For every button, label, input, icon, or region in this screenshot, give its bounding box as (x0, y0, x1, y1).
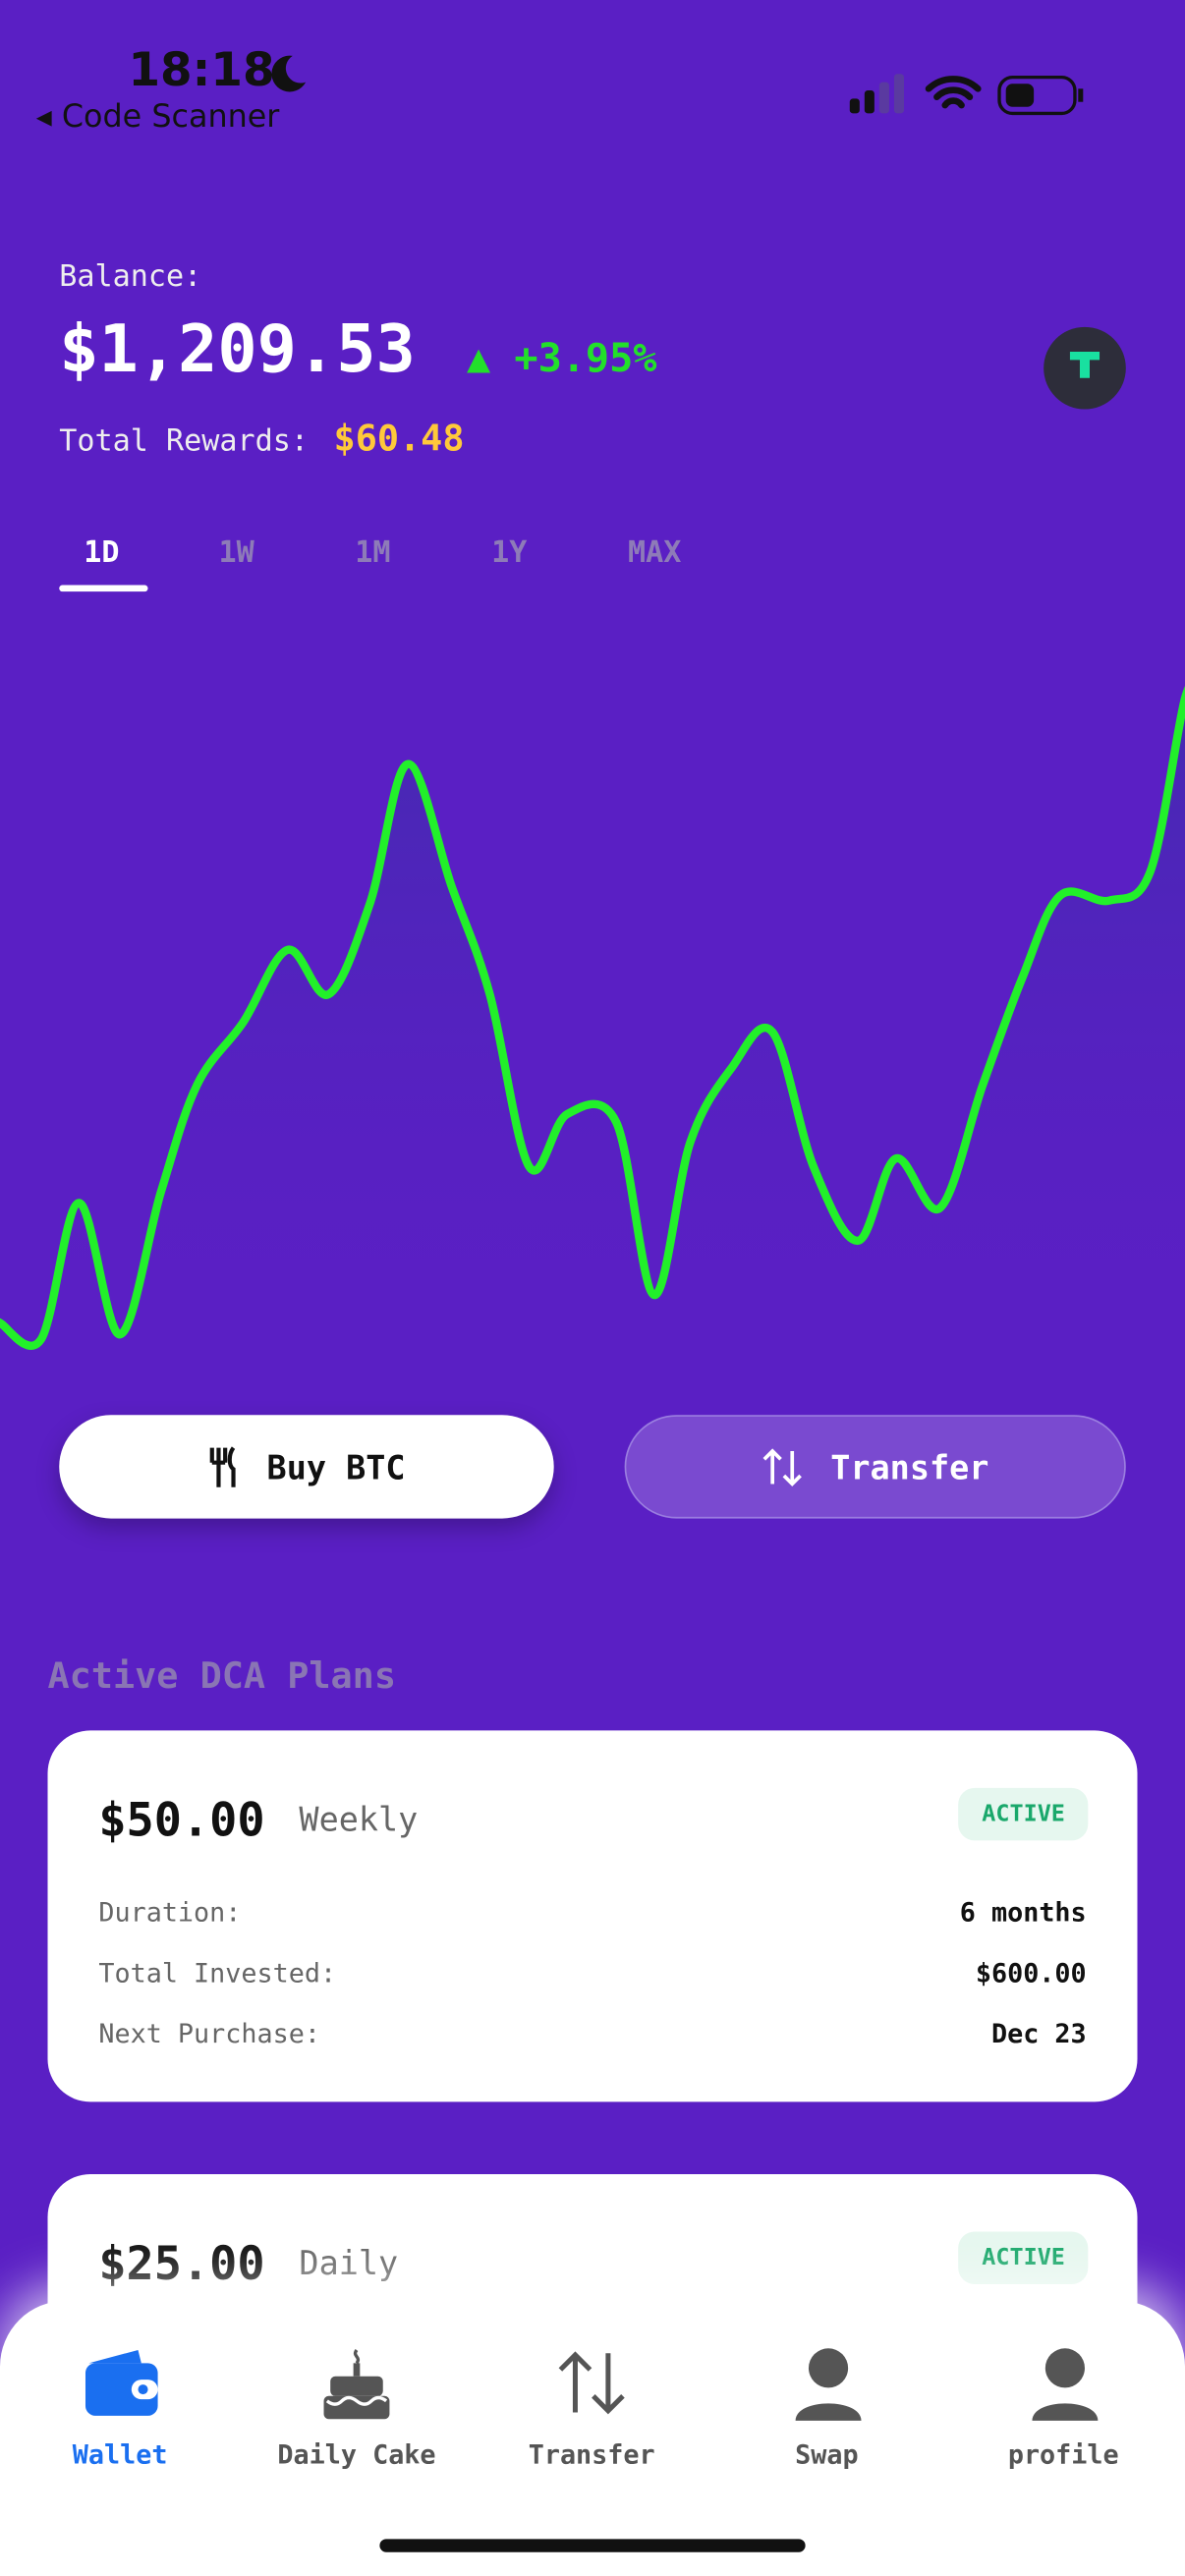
nav-item[interactable]: profile (1007, 2438, 1119, 2471)
change-value: +3.95% (514, 335, 657, 382)
row-value: 6 months (959, 1896, 1087, 1929)
plan-status: ACTIVE (958, 2231, 1089, 2285)
moon-icon (271, 55, 307, 92)
plan-amount: $25.00 (98, 2236, 265, 2291)
row-label: Total Invested: (98, 1957, 337, 1988)
wallet-icon (85, 2349, 158, 2416)
transfer-label[interactable]: Transfer (830, 1446, 989, 1486)
tab[interactable]: MAX (627, 535, 682, 571)
profile-icon (1032, 2348, 1099, 2421)
cake-icon (323, 2348, 390, 2420)
tab[interactable]: 1W (218, 535, 254, 571)
tab[interactable]: 1M (355, 535, 391, 571)
nav-item[interactable]: Daily Cake (277, 2438, 436, 2471)
row-label: Duration: (98, 1896, 242, 1929)
home-indicator (379, 2539, 806, 2552)
fork-icon (210, 1445, 237, 1486)
tab[interactable]: 1D (84, 535, 120, 571)
tab-indicator (59, 585, 148, 592)
tab[interactable]: 1Y (491, 535, 528, 571)
balance-label: Balance: (59, 259, 202, 295)
transfer-nav-icon (558, 2351, 625, 2415)
plan-frequency: Weekly (299, 1799, 419, 1839)
tab-bar (0, 2300, 1185, 2576)
chart-line (0, 686, 1185, 1350)
nav-item[interactable]: Transfer (528, 2438, 655, 2471)
transfer-button[interactable]: Transfer (624, 1415, 1126, 1519)
buy-label[interactable]: Buy BTC (266, 1446, 406, 1486)
row-value: $600.00 (975, 1957, 1087, 1988)
buy-button[interactable]: Buy BTC (59, 1415, 554, 1519)
row-value: Dec 23 (990, 2018, 1087, 2049)
nav-item[interactable]: Wallet (72, 2438, 168, 2471)
price-chart (0, 686, 1185, 1365)
status-time: 18:18 (128, 42, 275, 97)
back-label[interactable]: Code Scanner (61, 98, 280, 136)
balance-change: ▲ +3.95% (467, 335, 657, 382)
balance-amount: $1,209.53 (59, 311, 416, 388)
plan-status: ACTIVE (958, 1787, 1089, 1841)
row-label: Next Purchase: (98, 2018, 320, 2049)
back-link[interactable]: ◂ Code Scanner (35, 98, 280, 136)
rewards-value: $60.48 (333, 419, 465, 461)
token-logo[interactable] (1042, 325, 1127, 411)
plan-card[interactable]: $50.00 Weekly ACTIVE Duration: 6 months … (47, 1730, 1138, 2102)
plan-frequency: Daily (299, 2243, 399, 2283)
chart-area (0, 698, 1185, 1365)
swap-icon (795, 2348, 862, 2421)
status-icons (849, 74, 1084, 116)
rewards-label: Total Rewards: (59, 423, 309, 459)
plan-amount: $50.00 (98, 1792, 265, 1848)
nav-item[interactable]: Swap (795, 2438, 859, 2471)
transfer-icon (763, 1447, 803, 1486)
plans-title: Active DCA Plans (47, 1656, 396, 1698)
